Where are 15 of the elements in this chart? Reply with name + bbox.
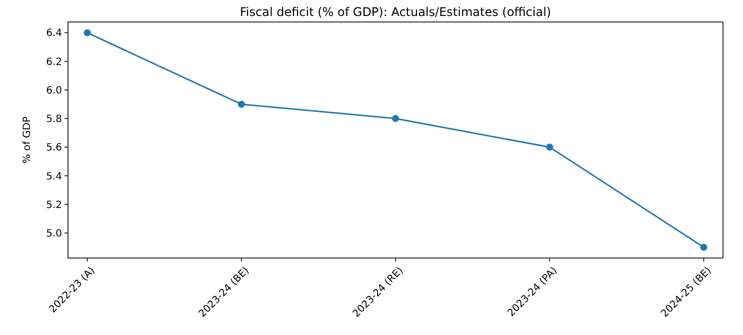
- point: [84, 29, 91, 36]
- y-axis-title: % of GDP: [22, 116, 33, 164]
- y-tick-label: 6.4: [46, 28, 62, 40]
- y-tick-label: 5.6: [46, 142, 62, 154]
- y-tick-label: 5.8: [46, 114, 62, 126]
- y-tick-label: 5.4: [46, 171, 62, 182]
- y-tick-label: 6.2: [46, 56, 62, 68]
- y-tick-label: 5.2: [46, 200, 62, 211]
- point: [238, 100, 245, 108]
- y-tick-label: 5.0: [46, 228, 62, 240]
- point: [700, 244, 708, 251]
- chart-title: Fiscal deficit (% of GDP): Actuals/Estimates (official): [240, 5, 552, 19]
- y-tick-label: 6.0: [46, 85, 62, 96]
- point: [392, 115, 399, 122]
- point: [546, 144, 554, 151]
